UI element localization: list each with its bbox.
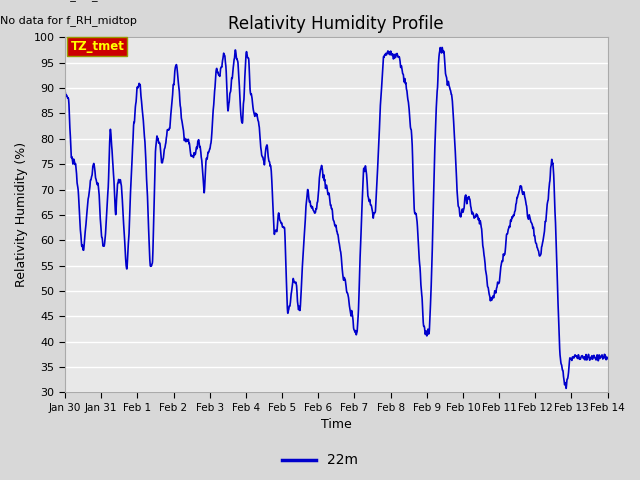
X-axis label: Time: Time	[321, 419, 351, 432]
Text: No data for f_RH_midtop: No data for f_RH_midtop	[0, 15, 137, 26]
Text: No data for f_RH_midlow: No data for f_RH_midlow	[0, 0, 138, 1]
Legend: 22m: 22m	[276, 448, 364, 473]
Title: Relativity Humidity Profile: Relativity Humidity Profile	[228, 15, 444, 33]
Text: TZ_tmet: TZ_tmet	[70, 40, 124, 53]
Y-axis label: Relativity Humidity (%): Relativity Humidity (%)	[15, 142, 28, 288]
